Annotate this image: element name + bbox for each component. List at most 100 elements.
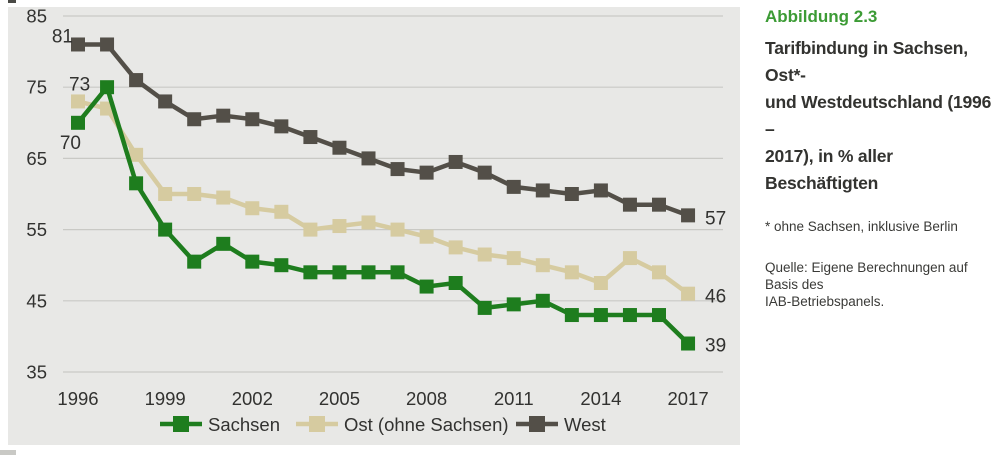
data-point-marker: [564, 265, 579, 280]
data-label-end: 57: [705, 208, 726, 229]
x-axis-tick-label: 2008: [406, 388, 447, 409]
data-point-marker: [71, 115, 85, 130]
figure-source-line: IAB-Betriebspanels.: [765, 294, 885, 309]
data-point-marker: [158, 222, 173, 237]
data-point-marker: [477, 300, 492, 315]
data-point-marker: [100, 80, 115, 95]
x-axis-tick-label: 2005: [319, 388, 360, 409]
data-label-start: 70: [60, 133, 81, 154]
x-axis-tick-label: 2011: [494, 388, 534, 409]
data-point-marker: [187, 187, 202, 201]
data-point-marker: [564, 308, 579, 323]
y-axis-tick-label: 85: [26, 7, 47, 27]
data-point-marker: [158, 187, 173, 201]
x-axis-tick-label: 2014: [580, 388, 621, 409]
data-point-marker: [652, 308, 666, 323]
tarifbindung-line-chart: 85 75 65 55 45 35 1996 1999 2002 2005 2008 2011 2014…: [26, 7, 726, 435]
data-point-marker: [506, 251, 521, 266]
data-point-marker: [477, 165, 492, 180]
data-point-marker: [187, 254, 202, 269]
x-axis-tick-label: 2017: [667, 388, 708, 409]
data-point-marker: [506, 179, 521, 194]
data-point-marker: [332, 140, 347, 155]
legend-label: Sachsen: [208, 414, 280, 435]
data-point-marker: [216, 108, 231, 123]
data-point-marker: [129, 73, 144, 88]
data-point-marker: [535, 258, 550, 273]
data-point-marker: [158, 94, 173, 109]
figure-source-line: Quelle: Eigene Berechnungen auf Basis de…: [765, 260, 968, 292]
data-point-marker: [71, 94, 85, 109]
data-point-marker: [622, 197, 637, 212]
x-axis-tick-label: 1996: [57, 388, 98, 409]
figure-footnote: * ohne Sachsen, inklusive Berlin: [765, 219, 958, 234]
data-point-marker: [593, 183, 608, 198]
page-artifact: [8, 0, 16, 3]
page-artifact: [0, 450, 16, 455]
data-label-start: 81: [52, 26, 73, 47]
data-point-marker: [477, 247, 492, 262]
figure-title-line: 2017), in % aller Beschäftigten: [765, 146, 893, 193]
data-point-marker: [100, 37, 115, 52]
data-point-marker: [652, 197, 666, 212]
data-point-marker: [448, 154, 463, 169]
y-axis-tick-label: 75: [26, 77, 47, 98]
y-axis-tick-label: 45: [26, 290, 47, 311]
y-axis-tick-label: 35: [26, 362, 47, 383]
data-point-marker: [129, 147, 144, 162]
data-point-marker: [419, 165, 434, 180]
figure-title: Tarifbindung in Sachsen, Ost*- und Westd…: [765, 35, 993, 197]
data-point-marker: [535, 293, 550, 308]
series-line-sachsen: [76, 82, 690, 346]
data-label-start: 73: [69, 74, 90, 95]
data-point-marker: [187, 112, 202, 127]
data-point-marker: [622, 308, 637, 323]
data-point-marker: [361, 265, 376, 280]
data-point-marker: [129, 176, 144, 191]
series-line-west: [78, 42, 689, 218]
legend-marker-swatch: [309, 416, 325, 432]
data-point-marker: [419, 279, 434, 294]
data-point-marker: [303, 130, 318, 145]
figure-title-line: und Westdeutschland (1996 –: [765, 92, 992, 139]
data-point-marker: [448, 276, 463, 290]
data-point-marker: [332, 265, 347, 280]
legend-label: West: [564, 414, 606, 435]
data-point-marker: [274, 204, 289, 219]
data-point-marker: [274, 258, 289, 273]
data-point-marker: [361, 151, 376, 166]
data-point-marker: [71, 37, 85, 52]
data-point-marker: [564, 187, 579, 201]
figure-label: Abbildung 2.3: [765, 7, 878, 26]
figure-title-line: Tarifbindung in Sachsen, Ost*-: [765, 38, 968, 85]
data-point-marker: [245, 112, 260, 127]
figure-source: Quelle: Eigene Berechnungen auf Basis de…: [765, 259, 993, 310]
data-point-marker: [593, 308, 608, 323]
figure-caption: Abbildung 2.3 Tarifbindung in Sachsen, O…: [765, 6, 993, 310]
legend-marker-swatch: [173, 416, 189, 432]
data-point-marker: [332, 219, 347, 234]
data-point-marker: [216, 236, 231, 251]
data-point-marker: [303, 222, 318, 237]
data-point-marker: [448, 240, 463, 255]
data-point-marker: [681, 336, 696, 351]
data-point-marker: [245, 201, 260, 216]
data-point-marker: [303, 265, 318, 280]
legend-marker-swatch: [529, 416, 545, 432]
data-point-marker: [622, 251, 637, 266]
data-point-marker: [506, 297, 521, 312]
y-axis-tick-label: 65: [26, 148, 47, 169]
legend-label: Ost (ohne Sachsen): [344, 414, 509, 435]
data-point-marker: [274, 119, 289, 134]
data-point-marker: [681, 208, 696, 223]
data-point-marker: [681, 286, 696, 301]
data-point-marker: [361, 215, 376, 230]
x-axis-tick-label: 1999: [145, 388, 186, 409]
y-axis-tick-label: 55: [26, 219, 47, 240]
chart-panel: 85 75 65 55 45 35 1996 1999 2002 2005 2008 2011 2014…: [8, 7, 740, 445]
data-point-marker: [419, 229, 434, 244]
x-axis-tick-label: 2002: [232, 388, 273, 409]
data-point-marker: [535, 183, 550, 198]
data-point-marker: [652, 265, 666, 280]
